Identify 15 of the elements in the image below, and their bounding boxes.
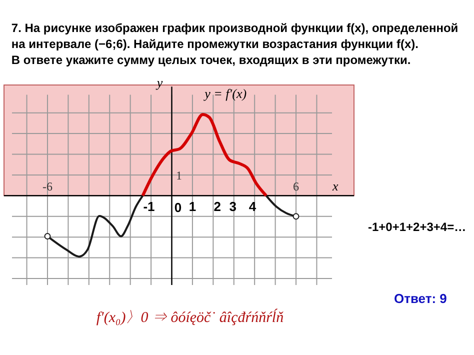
annotation: 4 [248, 199, 257, 214]
annotation: 2 [214, 199, 221, 214]
x-axis-title: x [331, 178, 338, 194]
annotation: 0 [174, 200, 182, 215]
text: f′(x₀)〉0 ⇒ ôóíęöč˙ âîçđŕńňŕĺň [96, 308, 284, 326]
annotation: -1 [143, 199, 155, 214]
text: -1+0+1+2+3+4=… [368, 220, 466, 234]
text: Ответ: 9 [394, 291, 447, 306]
annotation: 1 [188, 199, 196, 214]
annotation: 3 [229, 199, 236, 214]
x-tick-label: -6 [42, 180, 52, 194]
chart-title: 7. На рисунке изображен график производной функции f(x), определенной на интервале (−6;6). Найдите промежутки возрастания функции f(x). В ответе укажите сумму целых точек, входящих в эти промежутки. [11, 21, 458, 67]
x-tick-label: 6 [293, 180, 300, 194]
annotation: 1 [176, 168, 182, 182]
text: y = f′(x) [202, 86, 247, 102]
